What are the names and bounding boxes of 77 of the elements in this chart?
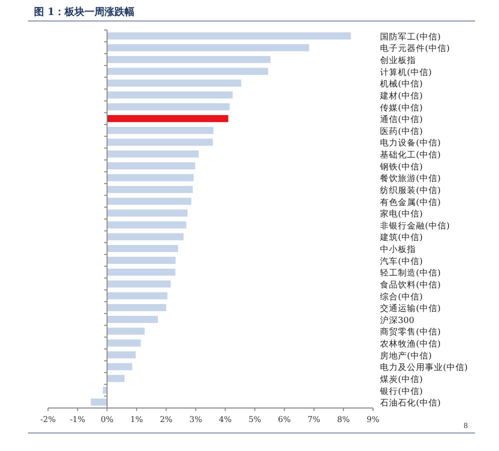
y-tick-label: 创业板指 <box>380 55 416 66</box>
y-tick-label: 银行(中信) <box>379 386 423 397</box>
bar <box>107 80 242 87</box>
y-tick-label: 计算机(中信) <box>380 66 432 78</box>
bar <box>107 32 351 40</box>
y-tick-label: 机械(中信) <box>380 78 423 90</box>
bar <box>107 91 233 99</box>
y-tick-label: 电子元器件(中信) <box>380 43 450 54</box>
y-tick-label: 农林牧渔(中信) <box>380 338 441 350</box>
bar <box>107 316 158 323</box>
y-tick-label: 食品饮料(中信) <box>380 279 441 290</box>
y-tick-label: 沪深300 <box>380 314 414 326</box>
bar <box>107 150 199 158</box>
bar <box>107 339 141 347</box>
y-tick-label: 综合(中信) <box>380 291 423 302</box>
y-tick-label: 餐饮旅游(中信) <box>380 173 441 184</box>
bar <box>107 210 188 217</box>
bar <box>107 304 166 312</box>
bar <box>107 162 196 170</box>
bar <box>102 386 108 394</box>
x-tick-label: -1% <box>70 415 86 424</box>
x-tick-label: 3% <box>189 415 202 424</box>
bar <box>107 126 214 134</box>
x-tick-label: 2% <box>160 415 173 424</box>
y-tick-label: 商贸零售(中信) <box>380 326 441 338</box>
bar <box>107 374 125 382</box>
y-tick-label: 有色金属(中信) <box>380 196 441 208</box>
y-tick-label: 通信(中信) <box>380 114 423 126</box>
x-tick-label: 7% <box>308 415 321 424</box>
y-tick-label: 房地产(中信) <box>380 350 432 362</box>
y-tick-label: 传媒(中信) <box>380 102 423 114</box>
bar <box>90 398 108 406</box>
x-tick-label: 6% <box>278 415 292 424</box>
y-tick-label: 家电(中信) <box>380 208 423 220</box>
y-tick-label: 煤炭(中信) <box>380 374 423 385</box>
bar <box>107 115 228 122</box>
bar <box>107 56 270 64</box>
x-tick-label: 4% <box>218 415 232 424</box>
bar <box>107 233 184 240</box>
bar <box>107 198 192 205</box>
y-tick-label: 国防军工(中信) <box>380 31 441 42</box>
y-tick-label: 中小板指 <box>380 244 416 256</box>
y-tick-label: 建筑(中信) <box>379 232 423 244</box>
x-tick-label: 1% <box>130 415 144 424</box>
bar <box>107 256 176 264</box>
y-tick-label: 轻工制造(中信) <box>380 268 441 279</box>
bar <box>107 363 132 370</box>
bar <box>107 268 176 276</box>
y-tick-label: 纺织服装(中信) <box>380 184 441 196</box>
y-tick-label: 基础化工(中信) <box>380 150 441 161</box>
bar <box>107 138 213 146</box>
y-tick-label: 建材(中信) <box>379 90 423 102</box>
y-tick-label: 医药(中信) <box>380 126 423 137</box>
bar <box>107 280 171 288</box>
y-tick-label: 电力设备(中信) <box>380 138 441 149</box>
bar <box>107 221 186 228</box>
x-tick-label: 5% <box>248 415 262 424</box>
x-tick-label: -2% <box>40 415 56 424</box>
y-tick-label: 汽车(中信) <box>380 256 423 267</box>
chart-title: 图 1：板块一周涨跌幅 <box>34 6 134 18</box>
bar <box>107 328 145 335</box>
bar <box>107 244 178 252</box>
y-tick-label: 钢铁(中信) <box>379 161 423 172</box>
bar <box>107 103 230 110</box>
x-tick-label: 8% <box>337 415 350 424</box>
y-tick-label: 石油石化(中信) <box>380 398 441 409</box>
bar <box>107 174 194 182</box>
y-tick-label: 非银行金融(中信) <box>380 220 450 232</box>
x-tick-label: 9% <box>366 415 380 424</box>
bar <box>107 68 268 75</box>
x-tick-label: 0% <box>100 415 114 424</box>
y-tick-label: 电力及公用事业(中信) <box>380 362 468 374</box>
y-tick-label: 交通运输(中信) <box>380 303 441 314</box>
bar <box>107 44 310 52</box>
bar <box>107 351 136 358</box>
bar <box>107 292 168 300</box>
bar <box>107 186 193 194</box>
